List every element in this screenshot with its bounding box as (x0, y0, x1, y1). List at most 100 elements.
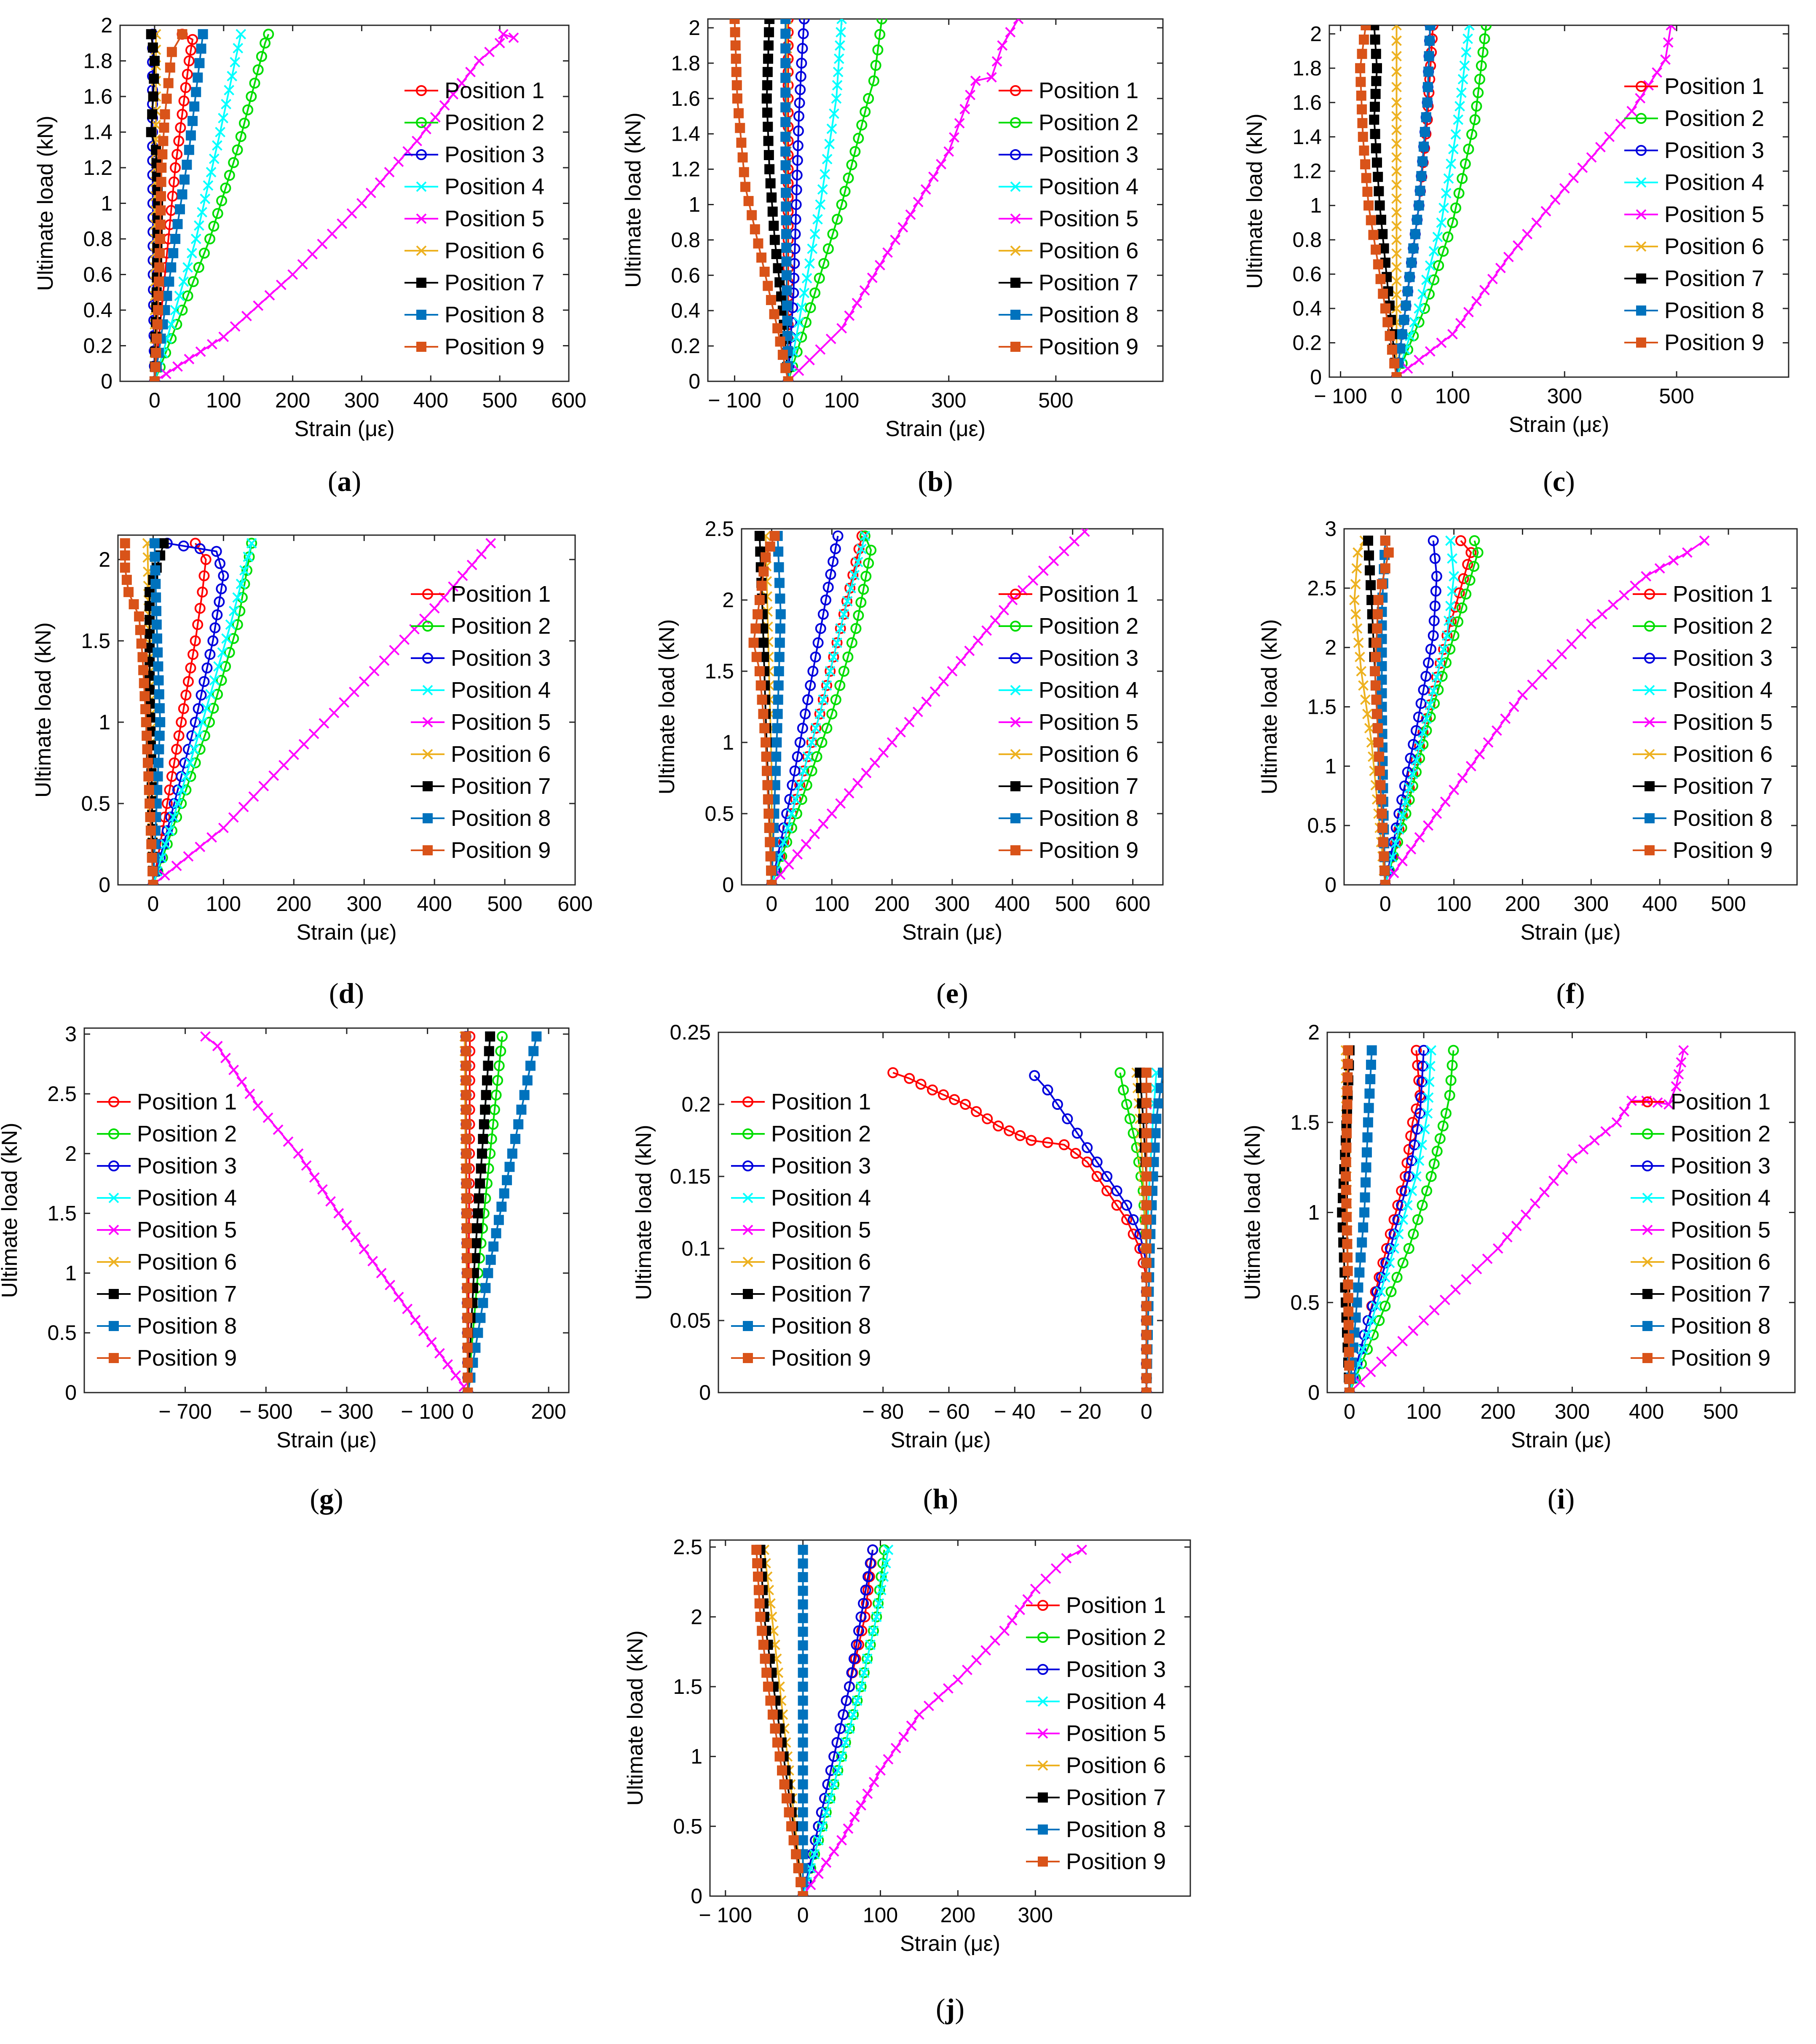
data-point (1699, 535, 1710, 546)
data-point (212, 1041, 223, 1051)
data-point (461, 1104, 471, 1115)
data-point (822, 581, 834, 593)
data-point (1343, 1279, 1353, 1290)
data-point (1364, 1088, 1375, 1099)
caption-letter: j (945, 1993, 955, 2025)
data-point (1429, 600, 1441, 612)
data-point (190, 233, 201, 244)
data-point (252, 1100, 263, 1111)
legend-swatch-marker (1642, 1289, 1653, 1299)
data-point (200, 1031, 211, 1042)
data-point (774, 652, 785, 662)
data-point (747, 210, 757, 220)
data-point (836, 199, 847, 210)
data-point (1414, 354, 1425, 365)
data-point (160, 839, 171, 849)
data-point (1379, 851, 1389, 862)
series-position-9 (748, 530, 780, 885)
legend-label: Position 4 (1039, 174, 1138, 199)
data-point (1481, 25, 1492, 31)
legend-swatch-marker (1644, 621, 1655, 632)
legend-swatch-marker (1642, 1128, 1653, 1139)
data-point (1342, 1212, 1352, 1222)
data-point (1408, 1228, 1419, 1240)
data-point (439, 100, 450, 111)
data-point (1540, 206, 1551, 217)
x-tick-label: − 80 (862, 1400, 904, 1423)
data-point (999, 1625, 1010, 1636)
legend-item: Position 9 (404, 334, 544, 359)
legend-item: Position 9 (1633, 838, 1773, 863)
data-point (1342, 1239, 1353, 1249)
legend-label: Position 5 (445, 206, 544, 231)
data-point (834, 1723, 846, 1734)
data-point (159, 122, 169, 133)
legend-swatch-marker (1010, 781, 1020, 791)
data-point (1449, 571, 1460, 582)
data-point (801, 273, 812, 284)
data-point (783, 376, 793, 381)
x-tick-label: 0 (147, 892, 159, 916)
legend-swatch-marker (1010, 85, 1021, 96)
data-point (754, 1598, 765, 1609)
data-point (1141, 1243, 1152, 1254)
data-point (1449, 785, 1460, 796)
data-point (828, 651, 839, 663)
legend-label: Position 1 (1066, 1593, 1166, 1618)
data-point (301, 1160, 312, 1171)
legend-item: Position 4 (404, 174, 544, 199)
data-point (826, 708, 838, 720)
data-point (874, 29, 886, 40)
legend-item: Position 9 (731, 1345, 871, 1371)
data-point (171, 744, 182, 755)
data-point (492, 1075, 504, 1086)
legend-swatch-marker (1010, 245, 1021, 256)
legend-swatch-marker (1010, 181, 1021, 192)
data-point (1121, 1200, 1133, 1211)
data-point (1358, 1222, 1369, 1233)
y-tick-label: 1.4 (671, 122, 700, 146)
data-point (821, 723, 833, 734)
data-point (200, 193, 211, 204)
data-point (1371, 244, 1381, 255)
x-tick-label: 0 (1379, 892, 1391, 916)
data-point (1389, 358, 1400, 369)
data-point (170, 162, 181, 173)
data-point (1358, 131, 1368, 142)
x-tick-label: 200 (940, 1903, 975, 1927)
data-point (729, 19, 740, 24)
data-point (826, 808, 837, 819)
data-point (191, 87, 201, 97)
data-point (851, 1639, 862, 1650)
caption-letter: g (319, 1483, 334, 1515)
legend-label: Position 9 (1039, 838, 1138, 863)
legend-item: Position 5 (999, 206, 1138, 231)
data-point (769, 220, 779, 231)
legend-swatch-marker (742, 1160, 753, 1171)
data-point (832, 637, 842, 648)
data-point (1619, 590, 1629, 601)
legend-item: Position 8 (404, 302, 544, 327)
data-point (1359, 1329, 1370, 1341)
legend-swatch-marker (109, 1321, 119, 1331)
data-point (171, 149, 183, 160)
series-line (1384, 540, 1438, 885)
legend-label: Position 6 (1039, 742, 1138, 767)
y-axis-label: Ultimate load (kN) (31, 622, 56, 798)
y-tick-label: 0.4 (83, 298, 112, 322)
data-point (1469, 535, 1480, 546)
data-point (1446, 158, 1457, 169)
data-point (157, 149, 168, 160)
data-point (897, 222, 908, 233)
legend-item: Position 2 (1631, 1121, 1770, 1147)
data-point (798, 19, 810, 24)
data-point (798, 1709, 808, 1720)
data-point (1479, 33, 1490, 45)
data-point (1402, 766, 1413, 778)
legend-label: Position 8 (1673, 806, 1773, 831)
data-point (476, 1163, 486, 1174)
data-point (775, 609, 786, 619)
data-point (177, 29, 187, 40)
